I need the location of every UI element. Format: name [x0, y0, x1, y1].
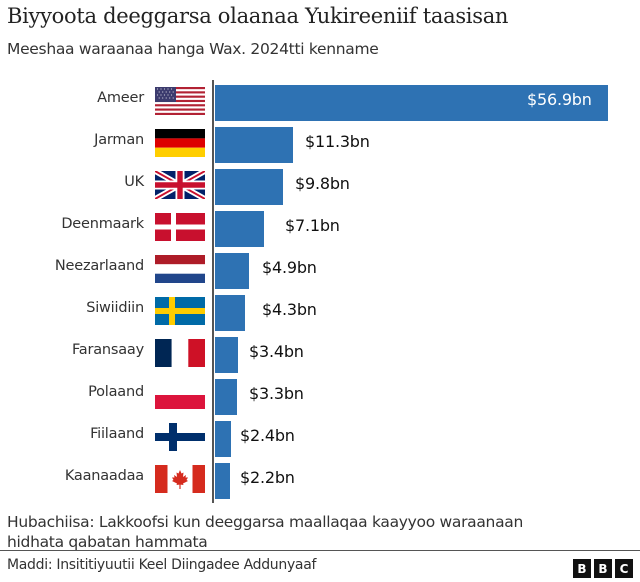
- country-label: Siwiidiin: [86, 300, 144, 316]
- denmark-flag-icon: [155, 213, 205, 241]
- country-label: Polaand: [88, 384, 144, 400]
- country-label: UK: [124, 174, 144, 190]
- bar: [215, 211, 264, 247]
- value-label: $9.8bn: [295, 174, 350, 193]
- bar-row: Fiilaand $2.4bn: [0, 416, 640, 458]
- y-axis-line: [212, 80, 214, 503]
- value-label: $4.3bn: [262, 300, 317, 319]
- logo-letter: B: [594, 559, 612, 578]
- sweden-flag-icon: [155, 297, 205, 325]
- bar-row: UK $9.8bn: [0, 164, 640, 206]
- source-text: Maddi: Insititiyuutii Keel Diingadee Add…: [7, 557, 317, 573]
- poland-flag-icon: [155, 381, 205, 409]
- bar-row: Siwiidiin $4.3bn: [0, 290, 640, 332]
- value-label: $2.4bn: [240, 426, 295, 445]
- bar: [215, 169, 283, 205]
- bar-row: Kaanaadaa $2.2bn: [0, 458, 640, 500]
- value-label: $11.3bn: [305, 132, 370, 151]
- chart-subtitle: Meeshaa waraanaa hanga Wax. 2024tti kenn…: [7, 40, 379, 58]
- germany-flag-icon: [155, 129, 205, 157]
- country-label: Faransaay: [71, 342, 144, 358]
- bar: [215, 253, 249, 289]
- footer-divider: [0, 550, 640, 551]
- france-flag-icon: [155, 339, 205, 367]
- bar-row: Polaand $3.3bn: [0, 374, 640, 416]
- country-label: Fiilaand: [90, 426, 144, 442]
- country-label: Deenmaark: [61, 216, 144, 232]
- bar-row: Deenmaark $7.1bn: [0, 206, 640, 248]
- value-label: $7.1bn: [285, 216, 340, 235]
- value-label: $3.3bn: [249, 384, 304, 403]
- bar-row: Ameer $56.9bn: [0, 80, 640, 122]
- bar: [215, 421, 231, 457]
- finland-flag-icon: [155, 423, 205, 451]
- country-label: Jarman: [94, 132, 144, 148]
- value-label: $3.4bn: [249, 342, 304, 361]
- bar: [215, 337, 238, 373]
- chart-title: Biyyoota deeggarsa olaanaa Yukireeniif t…: [7, 4, 509, 28]
- value-label: $56.9bn: [527, 90, 592, 109]
- chart-note: Hubachiisa: Lakkoofsi kun deeggarsa maal…: [7, 513, 523, 551]
- bar: [215, 295, 245, 331]
- netherlands-flag-icon: [155, 255, 205, 283]
- country-label: Ameer: [97, 90, 144, 106]
- value-label: $2.2bn: [240, 468, 295, 487]
- uk-flag-icon: [155, 171, 205, 199]
- us-flag-icon: [155, 87, 205, 115]
- bar: [215, 127, 293, 163]
- canada-flag-icon: [155, 465, 205, 493]
- country-label: Neezarlaand: [54, 258, 144, 274]
- bar-row: Jarman $11.3bn: [0, 122, 640, 164]
- value-label: $4.9bn: [262, 258, 317, 277]
- bar: [215, 463, 230, 499]
- logo-letter: B: [573, 559, 591, 578]
- logo-letter: C: [615, 559, 633, 578]
- bar-chart: Ameer $56.9bn Jarman: [0, 80, 640, 505]
- bar-row: Neezarlaand $4.9bn: [0, 248, 640, 290]
- bar: [215, 379, 237, 415]
- bar-row: Faransaay $3.4bn: [0, 332, 640, 374]
- bbc-logo: B B C: [573, 559, 633, 578]
- country-label: Kaanaadaa: [64, 468, 144, 484]
- bar: [215, 85, 608, 121]
